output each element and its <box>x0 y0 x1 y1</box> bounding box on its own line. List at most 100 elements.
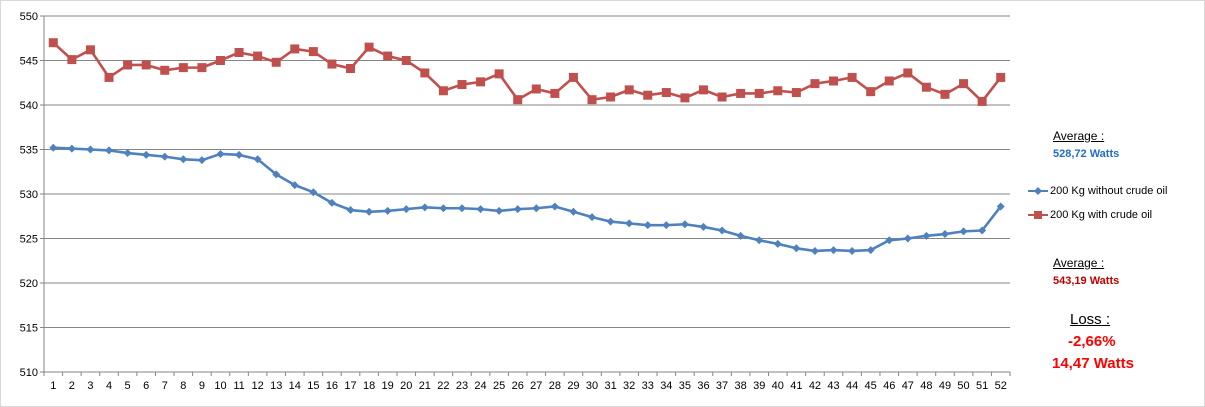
data-point-series-2 <box>606 92 616 102</box>
x-tick-label-1: 1 <box>50 380 56 392</box>
y-tick-label-510: 510 <box>20 367 38 379</box>
x-tick-label-9: 9 <box>199 380 205 392</box>
average-label-blue: Average : <box>1053 129 1105 143</box>
x-tick-label-33: 33 <box>642 380 654 392</box>
series-line-2 <box>52 41 1002 103</box>
x-tick-label-7: 7 <box>162 380 168 392</box>
data-point-series-1 <box>142 150 151 159</box>
data-point-series-1 <box>848 246 857 255</box>
data-point-series-2 <box>85 45 95 55</box>
data-point-series-2 <box>271 57 281 67</box>
x-tick-label-34: 34 <box>660 380 672 392</box>
x-tick-label-13: 13 <box>270 380 282 392</box>
x-tick-label-16: 16 <box>326 380 338 392</box>
average-label-red: Average : <box>1053 256 1105 270</box>
data-point-series-1 <box>569 207 578 216</box>
y-tick-label-550: 550 <box>20 11 38 23</box>
data-point-series-1 <box>940 230 949 239</box>
data-point-series-2 <box>661 88 671 98</box>
data-point-series-2 <box>327 59 337 69</box>
data-point-series-2 <box>921 82 931 92</box>
data-point-series-1 <box>105 146 114 155</box>
data-point-series-1 <box>253 155 262 164</box>
data-point-series-2 <box>717 92 727 102</box>
y-tick-label-515: 515 <box>20 323 38 335</box>
data-point-series-2 <box>587 95 597 105</box>
x-tick-label-47: 47 <box>902 380 914 392</box>
data-point-series-2 <box>494 69 504 79</box>
data-point-series-1 <box>86 145 95 154</box>
x-axis: 1 2 3 4 5 6 7 8 9 10 11 12 13 14 15 16 17 18 19 20 21 22 23 24 2… <box>43 371 1011 392</box>
x-tick-label-2: 2 <box>69 380 75 392</box>
data-point-series-2 <box>160 65 170 75</box>
x-tick-label-52: 52 <box>995 380 1007 392</box>
series-line-1 <box>53 146 1002 253</box>
x-tick-label-48: 48 <box>920 380 932 392</box>
data-point-series-2 <box>290 44 300 54</box>
x-tick-label-5: 5 <box>125 380 131 392</box>
data-point-series-2 <box>736 88 746 98</box>
data-point-series-2 <box>234 47 244 57</box>
data-point-series-1 <box>420 203 429 212</box>
loss-watts: 14,47 Watts <box>1052 355 1134 372</box>
data-point-series-1 <box>978 226 987 235</box>
data-point-series-2 <box>346 64 356 74</box>
data-point-series-1 <box>309 188 318 197</box>
data-point-series-2 <box>438 86 448 96</box>
data-point-series-1 <box>513 205 522 214</box>
data-point-series-1 <box>885 236 894 245</box>
data-point-series-1 <box>773 239 782 248</box>
x-tick-label-42: 42 <box>809 380 821 392</box>
data-point-series-2 <box>513 95 523 105</box>
x-tick-label-49: 49 <box>939 380 951 392</box>
legend-label-with-crude-oil: 200 Kg with crude oil <box>1050 209 1153 221</box>
loss-label: Loss : <box>1070 311 1111 328</box>
data-point-series-1 <box>476 205 485 214</box>
x-tick-label-29: 29 <box>567 380 579 392</box>
data-point-series-2 <box>903 68 913 78</box>
data-point-series-1 <box>67 144 76 153</box>
y-tick-label-545: 545 <box>20 56 38 68</box>
data-point-series-1 <box>736 231 745 240</box>
x-tick-label-21: 21 <box>419 380 431 392</box>
average-value-blue: 528,72 Watts <box>1053 148 1120 160</box>
y-tick-label-520: 520 <box>20 278 38 290</box>
data-point-series-1 <box>179 155 188 164</box>
x-tick-label-26: 26 <box>512 380 524 392</box>
x-tick-label-41: 41 <box>790 380 802 392</box>
data-point-series-2 <box>996 72 1006 82</box>
data-point-series-1 <box>550 202 559 211</box>
data-point-series-2 <box>940 89 950 99</box>
data-point-series-1 <box>792 244 801 253</box>
data-point-series-2 <box>48 38 58 48</box>
legend-swatch-blue <box>1028 184 1048 198</box>
x-tick-label-6: 6 <box>143 380 149 392</box>
data-point-series-2 <box>791 88 801 98</box>
data-point-series-1 <box>829 246 838 255</box>
x-tick-label-43: 43 <box>827 380 839 392</box>
legend-label-without-crude-oil: 200 Kg without crude oil <box>1050 185 1168 197</box>
data-point-series-1 <box>606 217 615 226</box>
data-point-series-2 <box>847 72 857 82</box>
data-point-series-1 <box>365 207 374 216</box>
data-point-series-1 <box>699 222 708 231</box>
loss-percent: -2,66% <box>1068 333 1116 350</box>
data-point-series-1 <box>662 221 671 230</box>
data-point-series-1 <box>439 204 448 213</box>
data-point-series-1 <box>903 234 912 243</box>
data-point-series-2 <box>550 88 560 98</box>
x-tick-label-31: 31 <box>604 380 616 392</box>
data-point-series-1 <box>718 226 727 235</box>
x-tick-label-28: 28 <box>549 380 561 392</box>
legend-swatch-red <box>1028 208 1048 222</box>
x-tick-label-11: 11 <box>233 380 244 392</box>
data-point-series-2 <box>401 56 411 65</box>
data-point-series-1 <box>383 206 392 215</box>
data-point-series-1 <box>959 227 968 236</box>
data-point-series-2 <box>680 93 690 103</box>
data-point-series-1 <box>755 236 764 245</box>
data-point-series-2 <box>383 51 393 61</box>
x-tick-label-50: 50 <box>957 380 969 392</box>
data-point-series-2 <box>253 51 263 61</box>
